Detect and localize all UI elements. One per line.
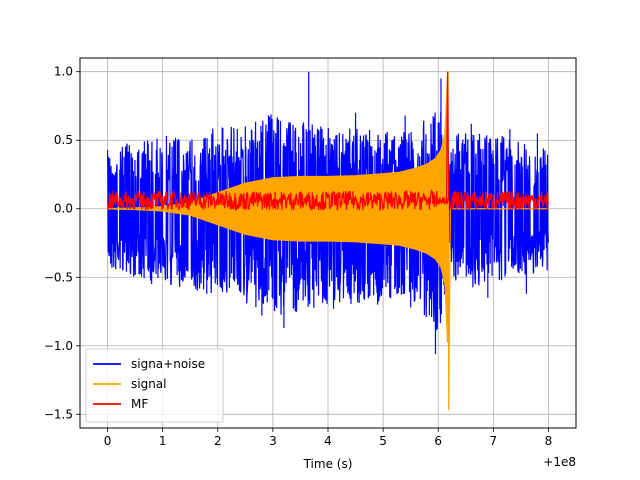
x-tick-label: 1: [159, 434, 167, 448]
x-offset-label: +1e8: [543, 455, 576, 469]
y-tick-label: 0.0: [54, 202, 73, 216]
x-axis-label: Time (s): [303, 457, 353, 471]
x-tick-label: 7: [490, 434, 498, 448]
x-tick-label: 3: [269, 434, 277, 448]
x-axis: 0 1 2 3 4 5 6 7 8: [104, 428, 553, 448]
series-layer: [106, 71, 550, 411]
x-tick-label: 6: [434, 434, 442, 448]
legend-label: MF: [131, 397, 148, 411]
y-tick-label: −1.0: [44, 339, 73, 353]
x-tick-label: 4: [324, 434, 332, 448]
legend: signa+noise signal MF: [85, 348, 224, 423]
legend-label: signal: [131, 377, 167, 391]
legend-label: signa+noise: [131, 357, 205, 371]
x-tick-label: 5: [379, 434, 387, 448]
x-tick-label: 0: [104, 434, 112, 448]
series-signal-line: [106, 71, 549, 411]
y-axis: −1.5 −1.0 −0.5 0.0 0.5 1.0: [44, 65, 80, 421]
y-tick-label: −0.5: [44, 270, 73, 284]
x-tick-label: 2: [214, 434, 222, 448]
series-signal-noise-line: [106, 71, 550, 354]
series-mf-line: [106, 71, 550, 212]
y-tick-label: −1.5: [44, 407, 73, 421]
x-tick-label: 8: [545, 434, 553, 448]
y-tick-label: 0.5: [54, 133, 73, 147]
y-tick-label: 1.0: [54, 65, 73, 79]
